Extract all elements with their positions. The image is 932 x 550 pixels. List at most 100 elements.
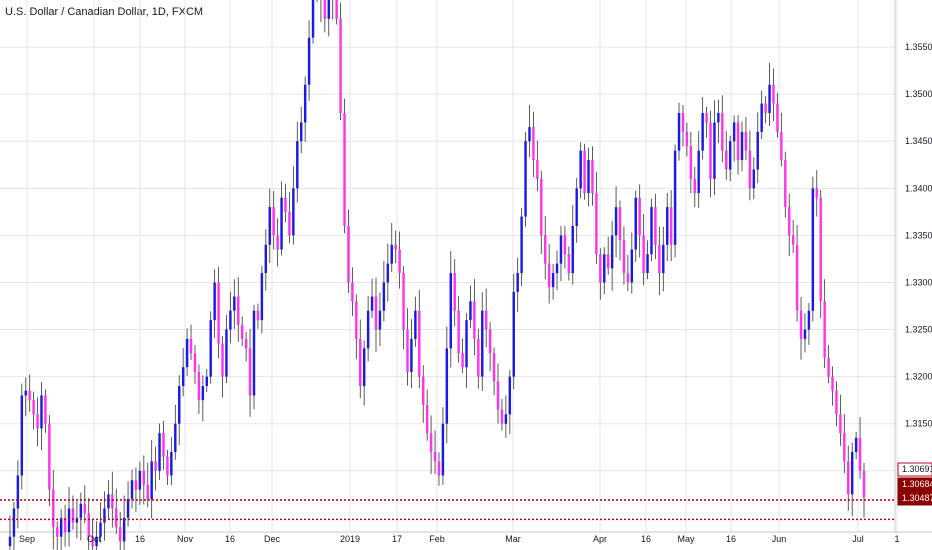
- candle-body: [237, 296, 240, 325]
- candle-body: [528, 127, 531, 142]
- candle-body: [213, 282, 216, 321]
- candle-body: [500, 409, 504, 424]
- candle-body: [150, 461, 153, 500]
- candle-body: [429, 433, 433, 452]
- candle-body: [134, 480, 138, 490]
- candle-body: [681, 112, 685, 132]
- candle-body: [248, 348, 252, 396]
- candle-body: [603, 254, 606, 283]
- candle-body: [63, 517, 67, 532]
- candle-body: [95, 536, 98, 547]
- candle-body: [465, 320, 468, 368]
- candle-body: [481, 310, 484, 377]
- candle-body: [811, 188, 815, 311]
- candle-body: [799, 310, 803, 339]
- price-tag: [897, 462, 932, 477]
- candle-body: [67, 508, 71, 532]
- candle-body: [59, 517, 63, 537]
- y-tick-label: 1.35500: [905, 42, 932, 52]
- candle-body: [56, 527, 59, 537]
- candle-body: [618, 207, 622, 241]
- candle-body: [847, 461, 850, 495]
- candle-body: [512, 291, 515, 377]
- candle-body: [272, 207, 275, 236]
- candle-body: [606, 254, 610, 269]
- candle-body: [504, 414, 508, 424]
- x-tick-label: Sep: [19, 534, 35, 544]
- candle-body: [122, 517, 126, 542]
- candle-body: [48, 423, 51, 490]
- candle-body: [831, 376, 834, 391]
- candle-body: [732, 122, 736, 142]
- candle-body: [571, 225, 574, 274]
- candle-body: [807, 310, 811, 330]
- candle-body: [154, 461, 157, 471]
- candle-body: [595, 193, 598, 255]
- candle-body: [791, 235, 795, 245]
- candle-body: [280, 197, 283, 250]
- candle-body: [252, 310, 256, 396]
- candle-body: [567, 254, 571, 274]
- candle-body: [662, 244, 665, 274]
- candle-body: [461, 353, 464, 368]
- candle-body: [193, 353, 197, 372]
- x-tick-label: Oct: [87, 534, 102, 544]
- x-tick-label: Nov: [177, 534, 194, 544]
- price-tag-label: 1.30691: [902, 464, 932, 474]
- candle-body: [579, 150, 582, 189]
- candle-body: [445, 348, 449, 424]
- candle-body: [296, 141, 299, 189]
- candle-body: [111, 494, 114, 509]
- candle-body: [91, 536, 94, 547]
- price-tag-label: 1.30684: [902, 479, 932, 489]
- candle-body: [520, 216, 523, 274]
- candle-body: [386, 263, 390, 283]
- x-tick-label: May: [677, 534, 695, 544]
- candle-body: [28, 390, 31, 401]
- candle-body: [398, 249, 401, 274]
- price-tag: [897, 477, 932, 492]
- candle-body: [351, 282, 354, 302]
- candle-body: [362, 348, 366, 387]
- candle-body: [803, 329, 807, 339]
- candle-body: [130, 480, 134, 500]
- candle-body: [610, 235, 614, 269]
- candle-body: [614, 207, 618, 236]
- candle-body: [284, 197, 287, 212]
- candle-body: [524, 141, 527, 217]
- candle-body: [185, 338, 189, 368]
- candle-body: [32, 400, 35, 415]
- candle-body: [71, 508, 75, 523]
- candle-body: [843, 433, 846, 462]
- x-tick-label: Feb: [429, 534, 445, 544]
- x-tick-label: Dec: [264, 534, 281, 544]
- candle-body: [744, 131, 748, 151]
- candle-body: [303, 84, 307, 123]
- candle-body: [776, 103, 779, 132]
- candle-body: [634, 197, 637, 250]
- candle-body: [850, 451, 854, 495]
- candle-body: [536, 160, 539, 179]
- candle-body: [622, 240, 626, 274]
- candle-body: [768, 84, 771, 113]
- x-tick-label: 16: [726, 534, 736, 544]
- x-tick-label: 16: [641, 534, 651, 544]
- candle-body: [229, 310, 232, 330]
- candle-body: [158, 433, 161, 471]
- candle-body: [551, 273, 555, 288]
- candle-body: [752, 169, 756, 189]
- candle-body: [366, 310, 370, 349]
- candle-body: [669, 207, 673, 245]
- candle-body: [103, 508, 106, 523]
- x-tick-label: Mar: [505, 534, 521, 544]
- candle-body: [547, 263, 551, 288]
- candle-body: [323, 0, 327, 19]
- candle-body: [772, 84, 775, 104]
- y-tick-label: 1.31500: [905, 419, 932, 429]
- candle-body: [575, 188, 578, 226]
- candle-body: [264, 244, 268, 274]
- candle-body: [276, 235, 279, 250]
- candle-body: [217, 282, 220, 344]
- candle-body: [138, 470, 142, 490]
